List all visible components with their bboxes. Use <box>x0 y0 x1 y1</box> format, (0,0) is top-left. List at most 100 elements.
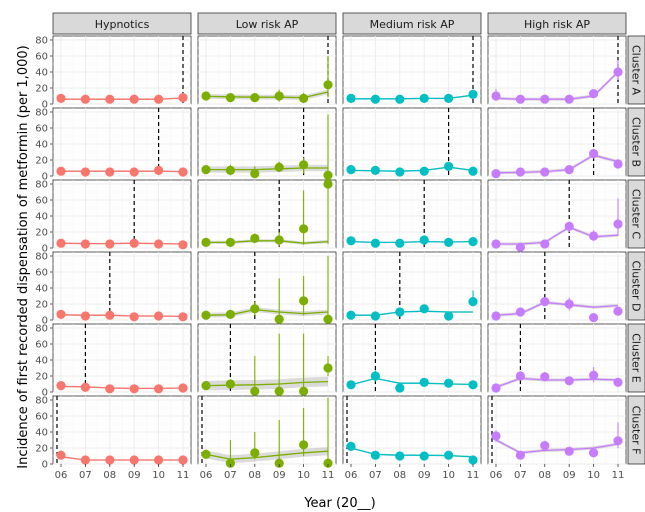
data-point <box>589 89 599 99</box>
data-point <box>515 307 526 317</box>
data-point <box>419 235 429 245</box>
data-point <box>323 458 333 468</box>
y-tick-label: 0 <box>42 244 48 255</box>
data-point <box>80 167 90 177</box>
column-strip <box>52 12 192 35</box>
x-tick-label: 10 <box>297 470 310 481</box>
y-tick-label: 80 <box>35 180 48 191</box>
facet-panel <box>342 35 482 105</box>
data-point <box>564 299 574 309</box>
data-point <box>105 455 115 465</box>
data-point <box>201 91 211 101</box>
data-point <box>129 384 139 394</box>
data-point <box>178 383 188 393</box>
data-point <box>419 451 429 461</box>
y-tick-label: 20 <box>35 372 48 383</box>
data-point <box>540 239 550 249</box>
y-tick-label: 80 <box>35 252 48 263</box>
series-line <box>60 242 184 245</box>
data-point <box>323 170 333 180</box>
x-tick-label: 07 <box>514 470 527 481</box>
data-point <box>370 94 380 104</box>
data-point <box>299 440 309 450</box>
data-point <box>468 380 478 390</box>
data-point <box>540 372 550 382</box>
data-point <box>225 379 235 389</box>
data-point <box>154 165 164 175</box>
x-tick-label: 11 <box>322 470 335 481</box>
data-point <box>299 160 309 170</box>
data-point <box>468 89 478 99</box>
data-point <box>613 219 623 229</box>
data-point <box>468 166 478 176</box>
row-strip-label: Cluster E <box>630 333 643 383</box>
data-point <box>299 386 309 396</box>
data-point <box>589 149 599 159</box>
x-tick-label: 10 <box>587 470 600 481</box>
data-point <box>395 383 405 393</box>
row-strip-label: Cluster C <box>630 189 643 240</box>
confidence-band <box>206 376 328 391</box>
data-point <box>178 455 188 465</box>
confidence-band <box>496 225 618 246</box>
y-tick-label: 20 <box>35 156 48 167</box>
data-point <box>419 304 429 314</box>
data-point <box>274 91 284 101</box>
y-tick-label: 60 <box>35 52 48 63</box>
y-tick-label: 80 <box>35 36 48 47</box>
data-point <box>370 238 380 248</box>
y-tick-label: 40 <box>35 356 48 367</box>
data-point <box>491 383 501 393</box>
data-point <box>154 94 164 104</box>
data-point <box>105 310 115 320</box>
row-strip-label: Cluster B <box>630 117 643 167</box>
y-tick-label: 40 <box>35 68 48 79</box>
confidence-band <box>206 239 328 245</box>
column-strip <box>197 12 337 35</box>
data-point <box>250 304 260 314</box>
data-point <box>323 314 333 324</box>
y-tick-label: 20 <box>35 444 48 455</box>
data-point <box>201 310 211 320</box>
data-point <box>395 307 405 317</box>
y-tick-label: 60 <box>35 268 48 279</box>
data-point <box>201 449 211 459</box>
data-point <box>468 237 478 247</box>
data-point <box>491 431 501 441</box>
confidence-band <box>496 70 618 101</box>
data-point <box>515 450 526 460</box>
x-tick-label: 10 <box>442 470 455 481</box>
data-point <box>80 311 90 321</box>
series-line <box>495 377 619 388</box>
data-point <box>105 94 115 104</box>
facet-panel: 0 20 40 60 80 <box>35 324 192 399</box>
facet-panel <box>342 251 482 321</box>
data-point <box>491 169 501 179</box>
y-tick-label: 80 <box>35 108 48 119</box>
y-axis-title: Incidence of first recorded dispensation… <box>16 45 31 468</box>
data-point <box>299 224 309 234</box>
facet-panel: 06 07 08 09 10 11 <box>197 395 337 481</box>
facet-grid: Hypnotics Low risk AP Medium risk AP High r… <box>35 12 645 481</box>
data-point <box>274 235 284 245</box>
facet-panel <box>342 323 482 393</box>
data-point <box>250 448 260 458</box>
data-point <box>323 363 333 373</box>
x-tick-label: 09 <box>273 470 286 481</box>
data-point <box>346 236 356 246</box>
data-point <box>419 166 429 176</box>
data-point <box>419 377 429 387</box>
data-point <box>589 231 599 241</box>
column-strip-label: High risk AP <box>524 18 590 31</box>
data-point <box>395 451 405 461</box>
data-point <box>274 458 284 468</box>
y-tick-label: 60 <box>35 124 48 135</box>
data-point <box>540 94 550 104</box>
data-point <box>564 94 574 104</box>
data-point <box>274 162 284 172</box>
data-point <box>346 380 356 390</box>
data-point <box>129 94 139 104</box>
data-point <box>613 377 623 387</box>
y-tick-label: 60 <box>35 340 48 351</box>
